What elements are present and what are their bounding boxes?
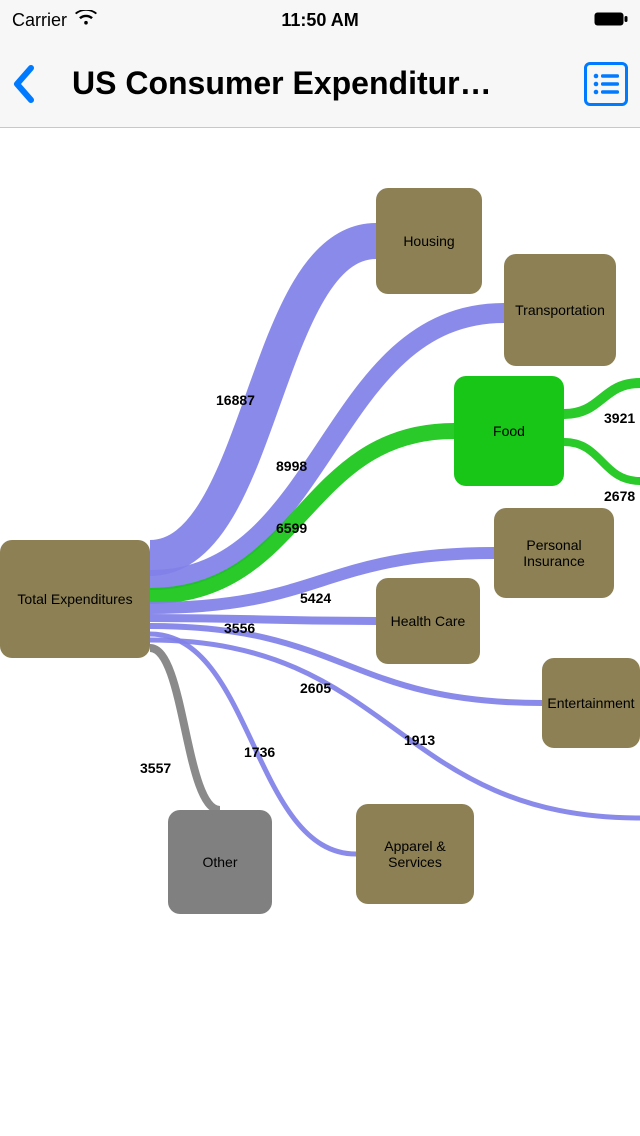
sankey-node-housing[interactable]: Housing [376, 188, 482, 294]
nav-bar: US Consumer Expenditur… [0, 40, 640, 128]
sankey-node-ent[interactable]: Entertainment [542, 658, 640, 748]
sankey-link [150, 241, 376, 558]
sankey-diagram[interactable]: 16887 8998 6599 5424 3556 2605 1736 1913 3557 392… [0, 128, 640, 1136]
sankey-link-value: 3556 [224, 620, 255, 636]
sankey-link [150, 618, 376, 621]
sankey-link-value: 6599 [276, 520, 307, 536]
back-button[interactable] [12, 64, 52, 104]
status-time: 11:50 AM [281, 10, 358, 31]
battery-icon [594, 10, 628, 31]
status-left: Carrier [12, 10, 97, 31]
sankey-link-value: 1913 [404, 732, 435, 748]
wifi-icon [75, 10, 97, 31]
sankey-node-insurance[interactable]: Personal Insurance [494, 508, 614, 598]
page-title: US Consumer Expenditur… [52, 65, 578, 102]
sankey-link-value: 5424 [300, 590, 331, 606]
sankey-link-value: 3557 [140, 760, 171, 776]
sankey-node-transport[interactable]: Transportation [504, 254, 616, 366]
sankey-link-value: 2605 [300, 680, 331, 696]
sankey-node-food[interactable]: Food [454, 376, 564, 486]
sankey-link [150, 648, 220, 810]
list-icon [593, 73, 619, 95]
sankey-node-total[interactable]: Total Expenditures [0, 540, 150, 658]
sankey-link-value: 2678 [604, 488, 635, 504]
carrier-label: Carrier [12, 10, 67, 31]
sankey-node-apparel[interactable]: Apparel & Services [356, 804, 474, 904]
sankey-node-other[interactable]: Other [168, 810, 272, 914]
sankey-node-health[interactable]: Health Care [376, 578, 480, 664]
sankey-link [564, 442, 640, 481]
sankey-link-value: 1736 [244, 744, 275, 760]
list-button[interactable] [584, 62, 628, 106]
status-bar: Carrier 11:50 AM [0, 0, 640, 40]
sankey-link-value: 16887 [216, 392, 255, 408]
sankey-link-value: 3921 [604, 410, 635, 426]
sankey-link-value: 8998 [276, 458, 307, 474]
